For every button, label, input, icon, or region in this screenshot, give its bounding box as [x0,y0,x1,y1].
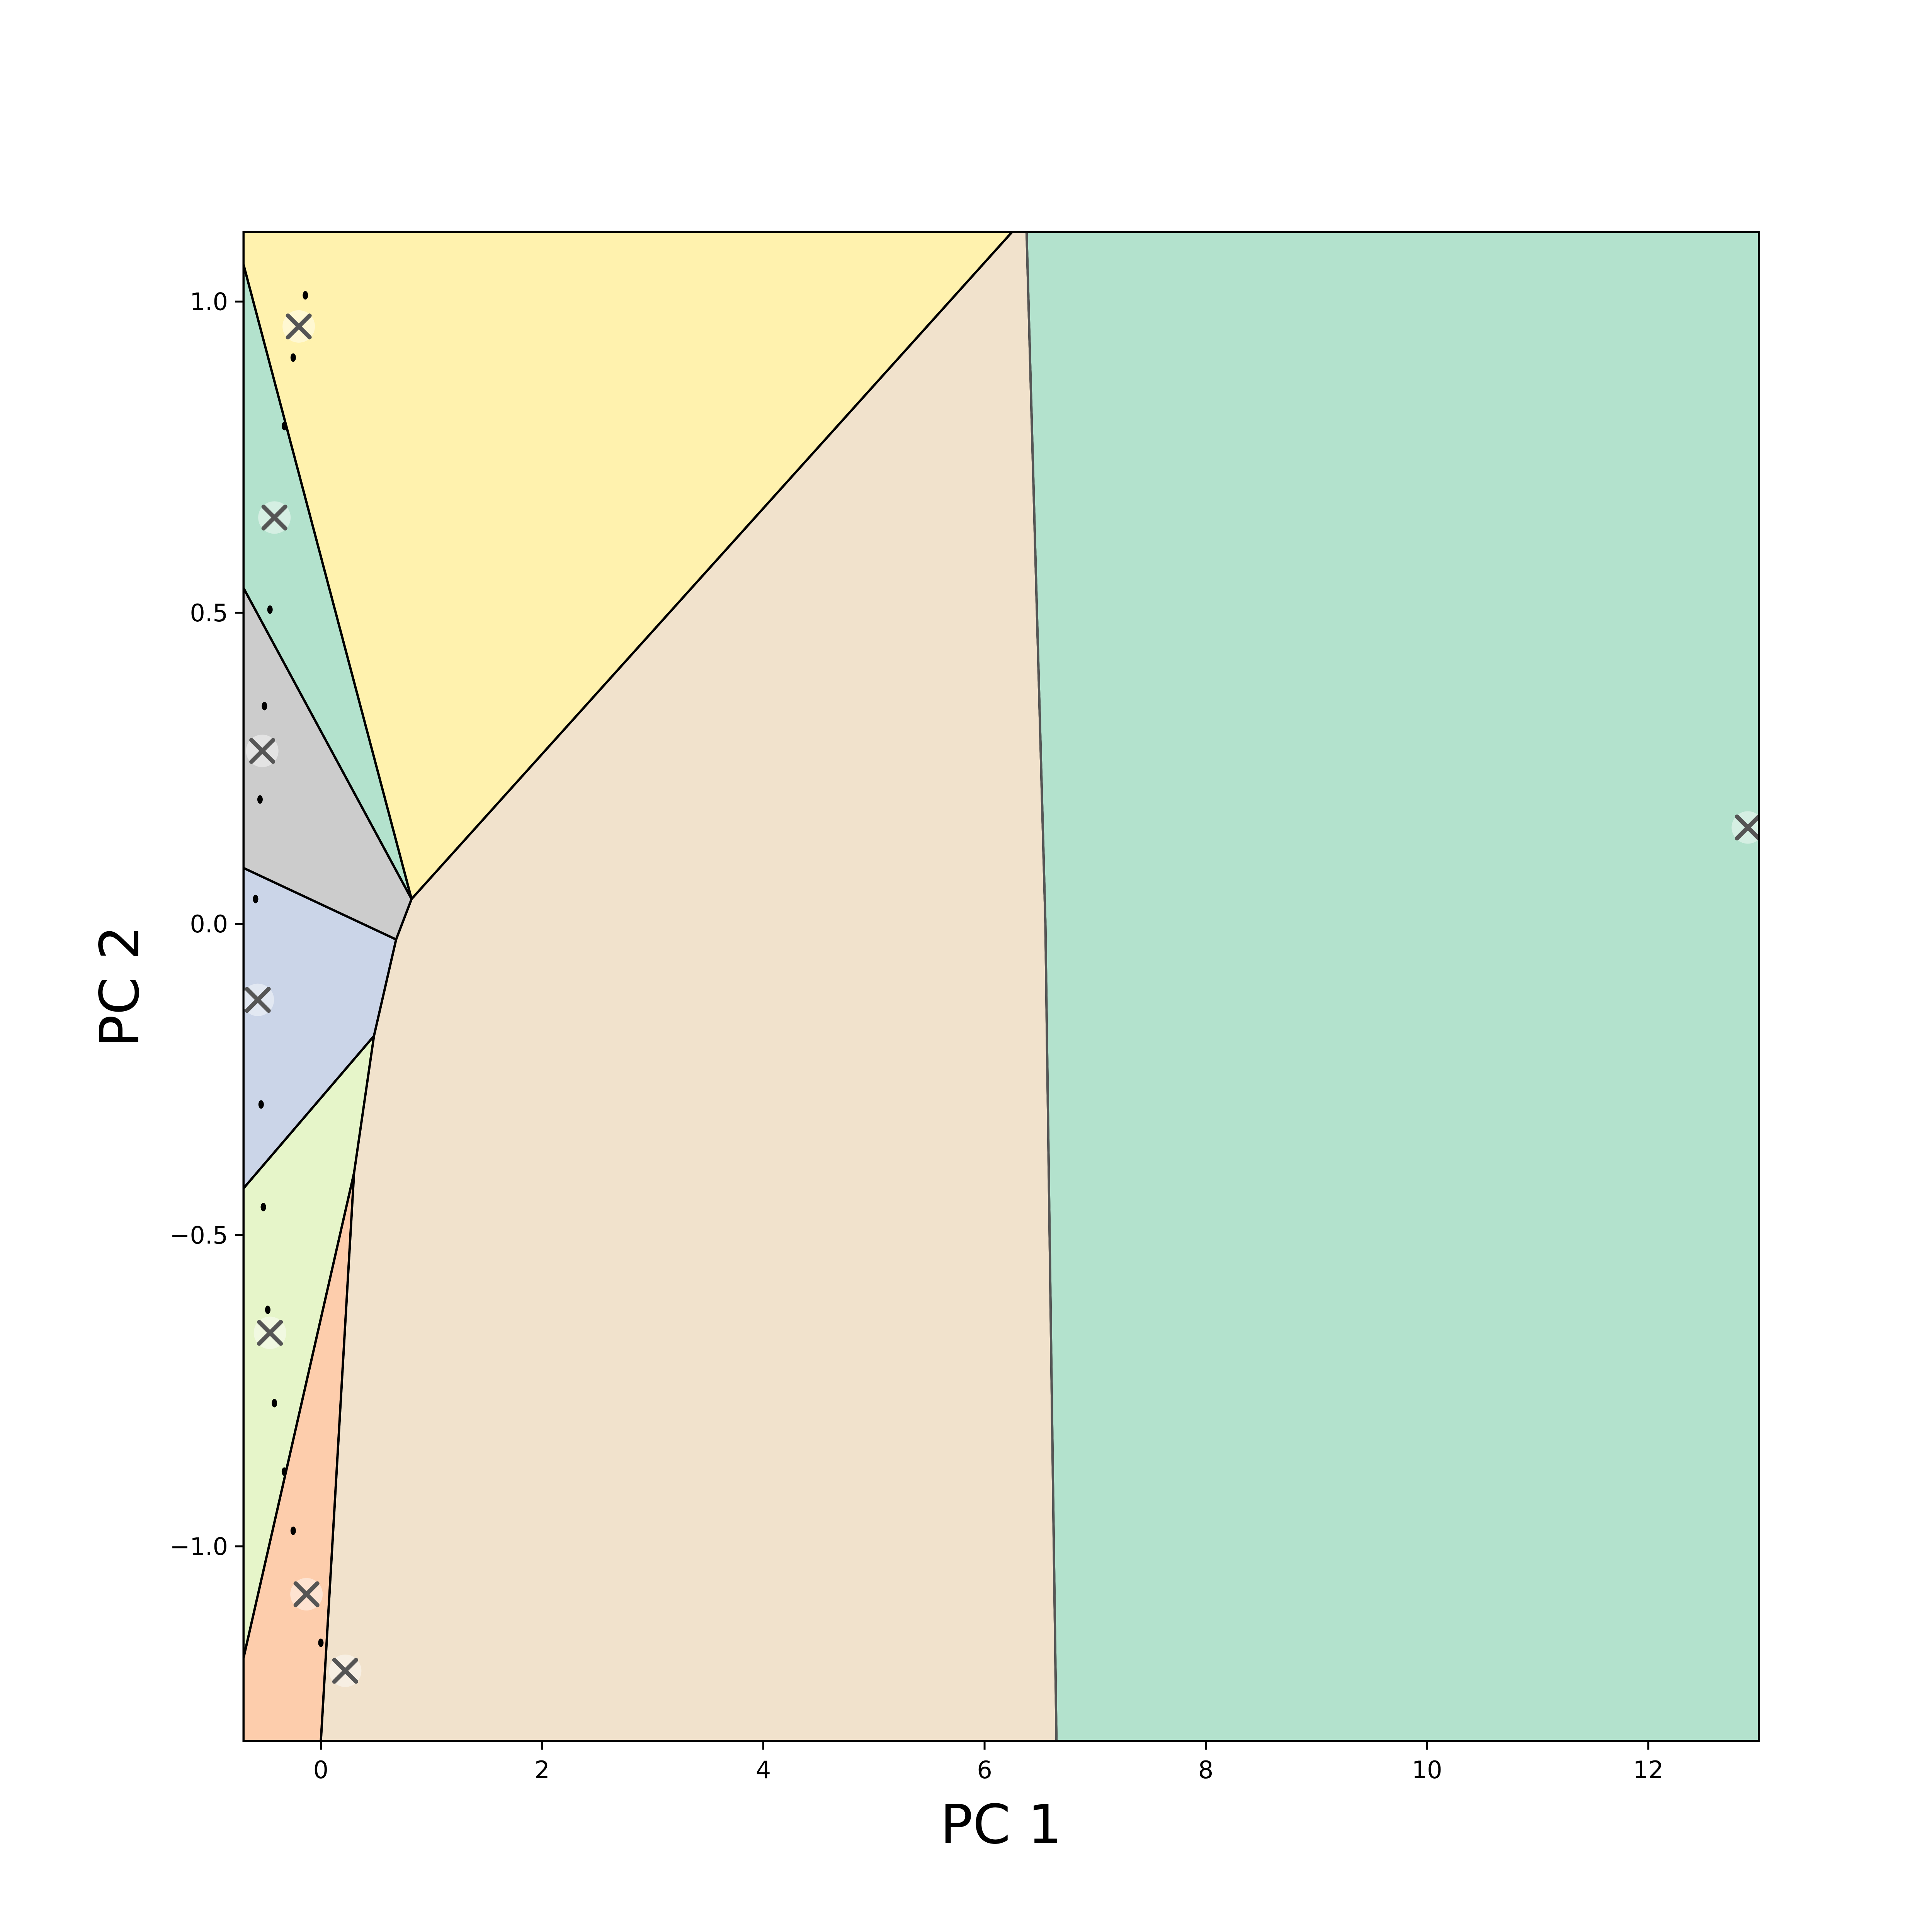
data-point-5 [257,795,263,804]
centroid-marker-1 [258,501,291,534]
region-boundaries [243,232,1759,1741]
centroid-marker-4 [253,1316,286,1349]
plot-frame [242,231,1760,1742]
y-tick-label-1: −0.5 [170,1221,228,1249]
data-point-7 [258,1100,264,1109]
x-axis-label: PC 1 [940,1793,1062,1856]
decision-regions [243,232,1759,1741]
data-point-4 [262,702,267,711]
data-point-8 [260,1203,266,1212]
plot-area [243,232,1759,1741]
region-0 [1026,232,1759,1741]
centroid-marker-5 [290,1578,323,1611]
centroid-marker-0 [282,310,315,343]
data-point-6 [253,895,259,903]
data-point-1 [290,353,296,362]
x-tick-label-5: 10 [1412,1756,1442,1784]
centroid-marker-3 [243,983,274,1016]
data-point-10 [272,1399,277,1408]
data-point-0 [303,291,308,300]
data-points [253,291,324,1647]
x-axis: 0 2 4 6 8 10 12 [313,1741,1663,1784]
x-tick-label-1: 2 [534,1756,549,1784]
y-tick-label-2: 0.0 [190,910,228,938]
x-tick-label-0: 0 [313,1756,328,1784]
region-7 [243,1173,354,1741]
x-tick-label-3: 6 [977,1756,992,1784]
y-axis-label: PC 2 [88,925,151,1048]
data-point-13 [318,1638,324,1647]
y-tick-label-0: −1.0 [170,1532,228,1561]
x-tick-label-2: 4 [756,1756,771,1784]
region-4 [243,588,412,940]
data-point-12 [290,1526,296,1535]
centroid-marker-2 [246,735,279,767]
region-1 [321,232,1057,1741]
cluster-centroids [243,310,1759,1687]
data-point-2 [281,422,287,430]
region-boundary-7 [243,1172,355,1741]
y-tick-label-3: 0.5 [190,599,228,627]
y-axis: −1.0 −0.5 0.0 0.5 1.0 [170,287,243,1561]
centroid-marker-6 [329,1654,362,1687]
region-2 [243,232,1012,899]
x-tick-label-4: 8 [1198,1756,1213,1784]
y-tick-label-4: 1.0 [190,287,228,316]
data-point-3 [267,605,273,614]
data-point-9 [265,1305,270,1314]
region-5 [243,868,396,1189]
data-point-11 [281,1467,287,1476]
region-6 [243,1036,374,1658]
centroid-marker-7 [1731,811,1759,844]
x-tick-label-6: 12 [1633,1756,1663,1784]
